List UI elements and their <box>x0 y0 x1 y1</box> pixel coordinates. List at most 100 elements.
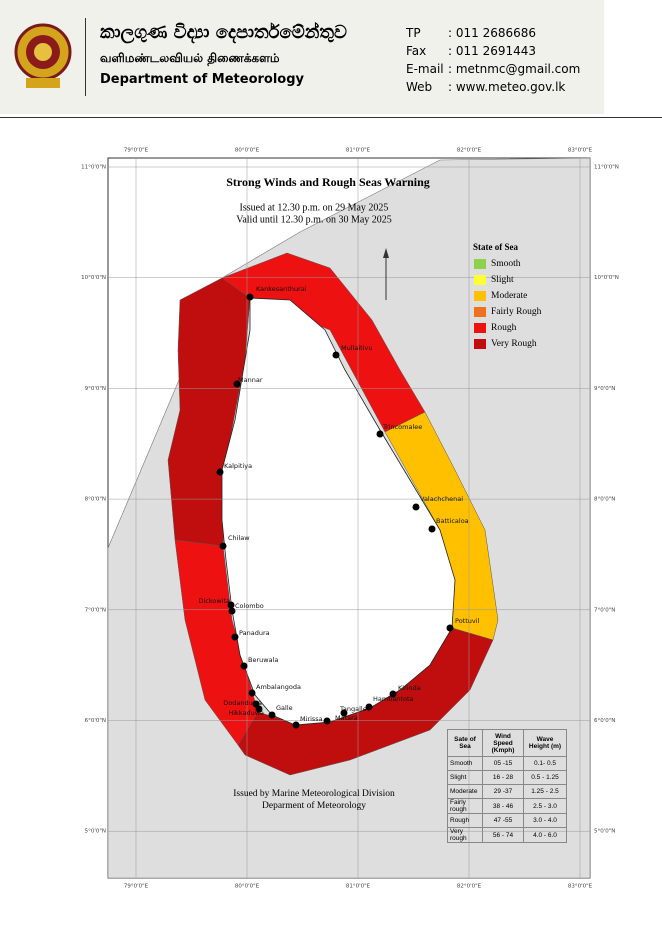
place-dot <box>268 711 276 719</box>
map-title: Strong Winds and Rough Seas Warning <box>226 175 430 189</box>
lat-label: 11°0'0"N <box>594 165 619 171</box>
lat-label: 8°0'0"N <box>85 497 106 503</box>
place-label: Hambantota <box>373 695 414 703</box>
legend-swatch <box>474 259 486 269</box>
lon-label: 81°0'0"E <box>346 884 371 890</box>
table-cell: 3.0 - 4.0 <box>523 813 567 828</box>
place-label: Kalpitiya <box>224 462 252 470</box>
place-label: Dodanduwa <box>223 699 262 707</box>
table-row: Slight 16 - 28 0.5 - 1.25 <box>447 770 567 785</box>
zone-rough <box>174 539 259 746</box>
logo <box>14 23 72 88</box>
lat-label: 5°0'0"N <box>594 829 615 835</box>
place-dot <box>365 703 373 711</box>
legend-label: Fairly Rough <box>491 307 542 317</box>
contact-key: TP <box>406 26 421 40</box>
tamil-title: வளிமண்டலவியல் திணைக்களம் <box>100 51 280 65</box>
table-cell: 47 -55 <box>482 813 524 828</box>
place-label: Pottuvil <box>455 617 480 625</box>
place-label: Mannar <box>238 376 263 384</box>
contact-key: E-mail <box>406 62 444 76</box>
place-dot <box>446 624 454 632</box>
table-cell: Rough <box>447 813 483 828</box>
table-cell: 0.1- 0.5 <box>523 756 567 771</box>
header <box>0 0 604 114</box>
table-cell: Slight <box>447 770 483 785</box>
lat-label: 10°0'0"N <box>81 275 106 281</box>
place-label: Dickowita <box>198 597 230 605</box>
table-cell: 38 - 46 <box>482 798 524 814</box>
table-cell: 56 - 74 <box>482 827 524 843</box>
table-cell: 4.0 - 6.0 <box>523 827 567 843</box>
table-cell: 2.5 - 3.0 <box>523 798 567 814</box>
lat-label: 8°0'0"N <box>594 497 615 503</box>
table-cell: 16 - 28 <box>482 770 524 785</box>
place-dot <box>412 503 420 511</box>
lat-label: 9°0'0"N <box>594 386 615 392</box>
contact-key: Fax <box>406 44 427 58</box>
table-cell: 1.25 - 2.5 <box>523 784 567 799</box>
legend-label: Rough <box>491 323 517 333</box>
legend-swatch <box>474 275 486 285</box>
valid: Valid until 12.30 p.m. on 30 May 2025 <box>236 214 392 225</box>
lat-label: 6°0'0"N <box>85 718 106 724</box>
place-dot <box>246 293 254 301</box>
table-row: Smooth 05 -15 0.1- 0.5 <box>447 756 567 771</box>
lon-label: 80°0'0"E <box>235 884 260 890</box>
island <box>221 297 456 726</box>
lon-label: 79°0'0"E <box>124 884 149 890</box>
table-cell: Smooth <box>447 756 483 771</box>
contacts: TP : 011 2686686 Fax: 011 2691443 E-mail : m… <box>406 24 580 96</box>
legend-label: Smooth <box>491 259 521 269</box>
north-arrow-head <box>383 248 389 258</box>
contact-row: E-mail : metnmc@gmail.com <box>406 60 580 78</box>
legend-label: Slight <box>491 275 514 285</box>
legend-title: State of Sea <box>473 242 518 252</box>
legend-swatch <box>474 339 486 349</box>
place-dot <box>332 351 340 359</box>
issued: Issued at 12.30 p.m. on 29 May 2025 <box>240 202 389 213</box>
lat-label: 5°0'0"N <box>85 829 106 835</box>
sinhala-title: කාලගුණ විද්‍යා දෙපාර්තමේන්තුව <box>100 22 347 43</box>
lon-label: 83°0'0"E <box>568 884 593 890</box>
footer: Deparment of Meteorology <box>262 800 366 811</box>
place-label: Mullaitivu <box>341 344 372 352</box>
place-dot <box>252 700 260 708</box>
table-row: Very rough 56 - 74 4.0 - 6.0 <box>447 827 567 843</box>
header-cell: Sate of Sea <box>447 729 483 757</box>
place-label: Chilaw <box>228 534 250 542</box>
lat-label: 11°0'0"N <box>81 165 106 171</box>
place-dot <box>216 468 224 476</box>
place-label: Kankesanthurai <box>256 285 307 293</box>
contact-row: TP : 011 2686686 <box>406 24 580 42</box>
place-dot <box>292 721 300 729</box>
place-dot <box>376 430 384 438</box>
contact-value: : metnmc@gmail.com <box>448 62 581 76</box>
legend-swatch <box>474 307 486 317</box>
place-dot <box>428 525 436 533</box>
lon-label: 82°0'0"E <box>457 148 482 154</box>
table-cell: Fairly rough <box>447 798 483 814</box>
place-label: Batticaloa <box>436 517 469 525</box>
table-cell: Very rough <box>447 827 483 843</box>
legend-label: Moderate <box>491 291 527 301</box>
lat-label: 7°0'0"N <box>594 607 615 613</box>
contact-row: Fax: 011 2691443 <box>406 42 580 60</box>
place-label: Mirissa <box>300 715 323 723</box>
header-cell: Wave Height (m) <box>523 729 567 757</box>
table-cell: 0.5 - 1.25 <box>523 770 567 785</box>
place-label: Galle <box>276 704 293 712</box>
place-dot <box>248 689 256 697</box>
place-label: Panadura <box>239 629 270 637</box>
lat-label: 6°0'0"N <box>594 718 615 724</box>
legend-swatch <box>474 291 486 301</box>
place-label: Tangalle <box>339 705 367 713</box>
lat-label: 10°0'0"N <box>594 275 619 281</box>
table-row: Rough 47 -55 3.0 - 4.0 <box>447 813 567 828</box>
contact-value: : 011 2686686 <box>448 26 537 40</box>
table-header: Sate of Sea Wind Speed (Kmph) Wave Height … <box>447 729 567 757</box>
lon-label: 80°0'0"E <box>235 148 260 154</box>
place-dot <box>227 601 235 609</box>
